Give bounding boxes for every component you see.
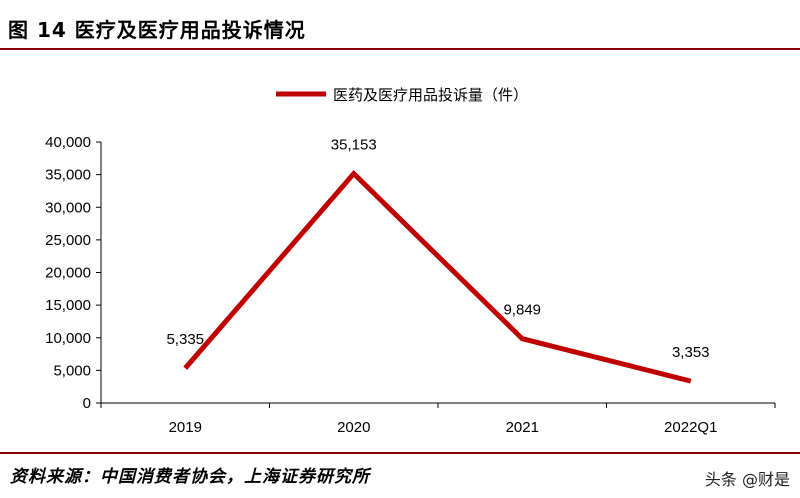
x-tick-label: 2022Q1 [664,419,717,436]
y-tick-label: 10,000 [45,330,91,347]
y-tick-label: 5,000 [53,362,91,379]
y-tick-label: 40,000 [45,134,91,151]
x-tick-label: 2020 [337,419,370,436]
y-tick-label: 15,000 [45,297,91,314]
y-axis-ticks: 0 5,000 10,000 15,000 20,000 25,000 30,000 35,0… [45,134,101,412]
title-rule [0,48,800,50]
figure-title: 图 14 医疗及医疗用品投诉情况 [8,18,306,42]
source-rule [0,452,800,454]
y-tick-label: 0 [83,395,91,412]
legend-label: 医药及医疗用品投诉量（件） [333,87,528,104]
series-line-path [183,169,692,384]
axes [100,142,775,404]
data-label: 5,335 [166,331,204,348]
y-tick-label: 35,000 [45,167,91,184]
data-label: 3,353 [672,344,710,361]
series-line [183,169,692,384]
data-labels: 5,335 35,153 9,849 3,353 [166,137,709,361]
y-tick-label: 30,000 [45,199,91,216]
x-tick-label: 2021 [506,419,539,436]
source-note: 资料来源：中国消费者协会，上海证券研究所 [10,467,370,487]
legend: 医药及医疗用品投诉量（件） [276,87,528,104]
data-label: 9,849 [503,302,541,319]
data-label: 35,153 [331,137,377,154]
y-tick-label: 20,000 [45,265,91,282]
x-tick-label: 2019 [169,419,202,436]
y-tick-label: 25,000 [45,232,91,249]
watermark: 头条 @财是 [704,470,790,489]
line-chart: 医药及医疗用品投诉量（件） 0 5,000 10,000 15,000 20,000 25… [45,87,776,436]
x-axis-ticks: 2019 2020 2021 2022Q1 [100,403,776,436]
